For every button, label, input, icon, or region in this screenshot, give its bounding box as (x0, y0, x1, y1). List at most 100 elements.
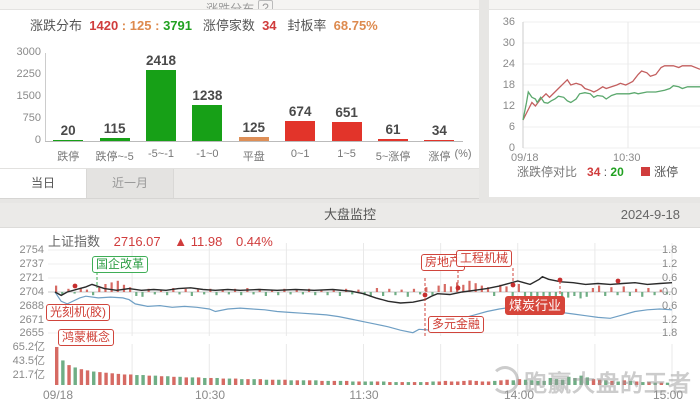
dist-bar-7 (378, 139, 408, 141)
dist-bar-0 (53, 139, 84, 141)
y-tick: 1500 (16, 90, 41, 102)
seal-rate-label: 封板率 (287, 18, 327, 33)
dist-bar-category: 5~涨停 (375, 151, 411, 163)
y-tick-right: 1.8 (662, 244, 678, 256)
y-tick: 6 (508, 121, 515, 133)
annotation-badge: 光刻机(胶) (46, 304, 110, 321)
dist-bar-5 (285, 121, 316, 141)
dist-bar-category: 涨停 (428, 151, 451, 163)
legend-square-icon (641, 167, 651, 176)
dist-bar-2 (146, 70, 176, 141)
y-tick-right: 1.8 (662, 327, 678, 339)
dist-bar-value: 2418 (145, 53, 177, 69)
dist-bar-category: 平盘 (242, 151, 265, 163)
legend-down-value: 20 (610, 165, 624, 179)
x-tick: 09/18 (43, 388, 74, 402)
dist-bar-1 (99, 137, 130, 141)
dist-bar-value: 1238 (192, 87, 223, 103)
x-tick: 10:30 (613, 152, 641, 164)
annotation-badge: 多元金融 (428, 316, 485, 333)
dist-bar-category: 1~5 (337, 148, 356, 160)
distribution-panel-title-text: 涨跌分布 (206, 2, 255, 10)
annotation-badge: 煤炭行业 (505, 296, 566, 315)
dist-bar-category: 0~1 (290, 148, 310, 160)
market-monitor-header: 大盘监控 2024-9-18 (0, 203, 700, 228)
limit-compare-legend: 涨跌停对比 34 : 20 涨停 (517, 165, 679, 179)
y-axis-line (45, 53, 46, 141)
dist-bar-8 (424, 139, 455, 141)
dist-bar-category: -5~-1 (148, 148, 174, 160)
y-tick-left: 2704 (19, 286, 44, 298)
dist-bar-category: 跌停~-5 (95, 151, 134, 163)
y-tick-left: 2737 (19, 258, 44, 270)
y-tick-left: 2754 (19, 244, 44, 256)
y-tick-left: 2721 (19, 272, 44, 284)
dist-bar-value: 651 (335, 104, 358, 120)
market-monitor-chart: 上证指数 2716.07 ▲ 11.98 0.44% 跑赢大盘的王者 2754 1… (0, 228, 700, 410)
watermark-logo-icon (491, 366, 519, 394)
dist-bar-value: 20 (60, 122, 76, 138)
tab-last-month[interactable]: 近一月 (87, 169, 174, 198)
dist-bar-value: 674 (288, 104, 312, 120)
y-tick: 3000 (16, 46, 41, 58)
up-count: 1420 (89, 18, 119, 33)
legend-series-label: 涨停 (654, 165, 679, 179)
index-change-pct: 0.44% (235, 234, 273, 249)
dist-bar-category: -1~0 (196, 148, 219, 160)
watermark: 跑赢大盘的王者 (491, 364, 692, 398)
market-monitor-date: 2024-9-18 (620, 207, 680, 222)
dist-bar-value: 61 (385, 122, 401, 138)
x-tick: 15:00 (652, 388, 684, 402)
distribution-panel-title: 涨跌分布? (0, 0, 479, 10)
y-tick: 36 (502, 16, 515, 28)
index-value: 2716.07 (113, 234, 161, 249)
limit-compare-panel: 36 30 24 18 12 6 0 09/18 10:30 涨跌停对比 34 : 20 涨停 (489, 0, 700, 197)
watermark-text: 跑赢大盘的王者 (524, 370, 692, 396)
y-tick-left: 2671 (19, 314, 44, 326)
limit-up-count: 34 (262, 18, 277, 33)
separator: : (155, 18, 160, 33)
annotation-badge: 房地产 (421, 254, 466, 271)
dist-bar-value: 34 (431, 122, 447, 138)
separator: : (121, 18, 127, 33)
annotation-badge: 鸿蒙概念 (58, 329, 115, 346)
x-tick: 09/18 (511, 152, 539, 164)
tab-today[interactable]: 当日 (0, 169, 87, 198)
index-name: 上证指数 (48, 234, 101, 249)
annotation-badge: 国企改革 (92, 256, 149, 273)
dist-bar-4 (238, 137, 269, 141)
x-tick: 11:30 (349, 388, 379, 402)
market-monitor-title: 大盘监控 (323, 207, 376, 222)
index-chart-svg (48, 243, 673, 385)
dist-bar-category: 跌停 (57, 151, 80, 163)
limit-up-label: 涨停家数 (202, 18, 255, 33)
annotation-badge: 工程机械 (456, 250, 513, 267)
dist-bar-6 (331, 121, 362, 141)
dist-bar-value: 115 (103, 120, 126, 136)
dist-bar-value: 125 (242, 120, 266, 136)
y-tick: 12 (502, 100, 515, 112)
y-tick-right: 0.6 (662, 272, 678, 284)
up-arrow-icon: ▲ (174, 234, 188, 249)
limit-compare-panel-cap (489, 0, 700, 10)
y-tick: 2250 (16, 68, 41, 80)
legend-up-value: 34 (587, 165, 601, 179)
y-tick-left: 2688 (19, 300, 44, 312)
y-tick-right: 1.2 (662, 258, 678, 270)
y-tick: 0 (508, 142, 515, 154)
y-tick-right: 0.6 (662, 300, 678, 312)
y-tick: 18 (502, 79, 515, 91)
dist-stats-label: 涨跌分布 (30, 18, 83, 33)
legend-label: 涨跌停对比 (517, 165, 578, 179)
index-change: ▲ 11.98 (174, 234, 223, 249)
help-icon[interactable]: ? (258, 0, 273, 9)
volume-y-tick: 43.5亿 (12, 355, 45, 367)
period-tabs: 当日 近一月 (0, 168, 479, 199)
y-tick: 30 (502, 37, 515, 49)
seal-rate-value: 68.75% (333, 18, 378, 33)
y-tick: 24 (502, 58, 515, 70)
volume-y-tick: 21.7亿 (12, 369, 45, 381)
x-axis-line (45, 141, 463, 142)
y-tick: 0 (34, 134, 41, 146)
x-tick: 10:30 (194, 388, 226, 402)
